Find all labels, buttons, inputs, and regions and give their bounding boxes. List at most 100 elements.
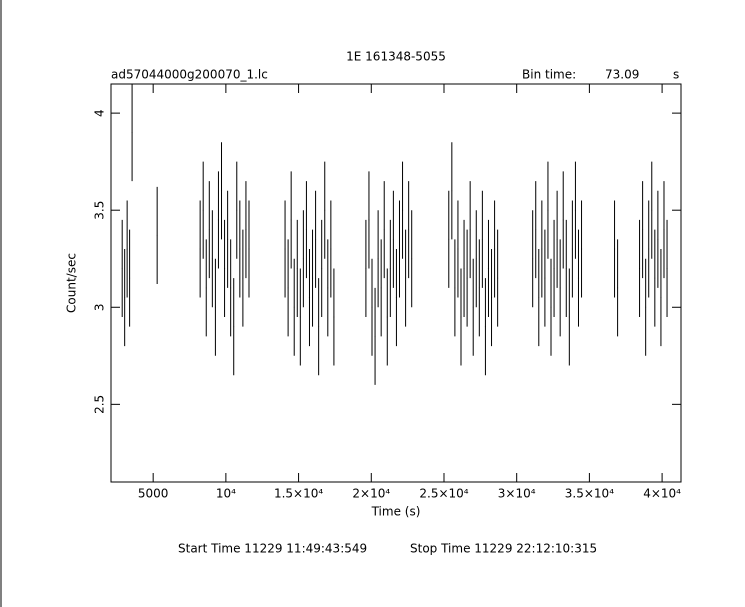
error-bar bbox=[284, 200, 286, 298]
error-bar bbox=[305, 181, 307, 279]
error-bar bbox=[365, 219, 367, 317]
error-bar bbox=[457, 200, 459, 298]
error-bar bbox=[330, 200, 332, 298]
error-bar bbox=[532, 210, 534, 308]
error-bar bbox=[395, 249, 397, 347]
start-time: Start Time 11229 11:49:43:549 bbox=[178, 542, 367, 556]
x-tick-label: 4×10⁴ bbox=[643, 487, 681, 501]
error-bar bbox=[227, 190, 229, 288]
error-bar bbox=[287, 239, 289, 337]
error-bar bbox=[318, 278, 320, 376]
stop-time: Stop Time 11229 22:12:10:315 bbox=[410, 542, 597, 556]
error-bar bbox=[478, 239, 480, 337]
error-bar bbox=[544, 229, 546, 327]
error-bar bbox=[547, 161, 549, 259]
error-bar bbox=[571, 200, 573, 298]
error-bar bbox=[574, 161, 576, 259]
error-bar bbox=[236, 161, 238, 259]
error-bar bbox=[211, 210, 213, 308]
error-bar bbox=[538, 249, 540, 347]
error-bar bbox=[491, 249, 493, 347]
bin-time-label: Bin time: bbox=[522, 68, 576, 82]
error-bar bbox=[224, 219, 226, 317]
error-bar bbox=[324, 161, 326, 259]
error-bar bbox=[248, 200, 250, 298]
error-bar bbox=[550, 258, 552, 356]
error-bar bbox=[383, 181, 385, 279]
y-axis-label: Count/sec bbox=[65, 253, 79, 313]
error-bar bbox=[374, 287, 376, 385]
error-bar bbox=[371, 258, 373, 356]
error-bar bbox=[220, 142, 223, 240]
error-bar bbox=[126, 200, 128, 298]
error-bar bbox=[296, 219, 298, 317]
file-label: ad57044000g200070_1.lc bbox=[111, 68, 268, 82]
error-bar bbox=[402, 161, 404, 259]
plot-frame bbox=[110, 83, 682, 483]
error-bar bbox=[460, 268, 462, 366]
error-bar bbox=[660, 249, 662, 347]
error-bar bbox=[568, 268, 570, 366]
error-bar bbox=[321, 219, 323, 317]
error-bar bbox=[312, 229, 314, 327]
error-bar bbox=[368, 171, 370, 269]
chart-title: 1E 161348-5055 bbox=[346, 50, 446, 64]
error-bar bbox=[577, 229, 580, 327]
x-tick-label: 2.5×10⁴ bbox=[419, 487, 468, 501]
error-bar bbox=[230, 239, 232, 337]
error-bar bbox=[389, 219, 391, 317]
error-bar bbox=[380, 239, 382, 337]
data-layer bbox=[121, 84, 668, 385]
error-bar bbox=[451, 142, 453, 240]
error-bar bbox=[553, 219, 555, 317]
error-bar bbox=[663, 181, 665, 279]
error-bar bbox=[562, 171, 564, 269]
error-bar bbox=[484, 278, 486, 376]
error-bar bbox=[208, 181, 210, 279]
error-bar bbox=[392, 190, 394, 288]
error-bar bbox=[129, 229, 131, 327]
error-bar bbox=[308, 249, 311, 347]
error-bar bbox=[494, 200, 496, 298]
x-tick-label: 3×10⁴ bbox=[498, 487, 536, 501]
error-bar bbox=[290, 171, 292, 269]
x-tick-label: 2×10⁴ bbox=[352, 487, 390, 501]
error-bar bbox=[541, 200, 543, 298]
error-bar bbox=[475, 210, 477, 308]
error-bar bbox=[214, 258, 216, 356]
error-bar bbox=[408, 181, 410, 279]
x-tick-label: 10⁴ bbox=[216, 487, 236, 501]
error-bar bbox=[315, 190, 317, 288]
bin-time: 73.09 bbox=[605, 68, 639, 82]
error-bar bbox=[487, 219, 490, 317]
error-bar bbox=[497, 229, 499, 327]
error-bar bbox=[648, 200, 650, 298]
error-bar bbox=[469, 181, 471, 279]
error-bar bbox=[666, 219, 668, 317]
error-bar bbox=[233, 278, 235, 376]
error-bar bbox=[156, 186, 158, 284]
error-bar bbox=[398, 200, 401, 298]
error-bar bbox=[466, 229, 468, 327]
y-tick-label: 3.5 bbox=[93, 201, 107, 220]
error-bar bbox=[617, 239, 619, 337]
error-bar bbox=[386, 268, 388, 366]
bin-time-unit: s bbox=[673, 68, 679, 82]
error-bar bbox=[535, 181, 537, 279]
error-bar bbox=[481, 190, 483, 288]
error-bar bbox=[327, 239, 329, 337]
error-bar bbox=[302, 210, 304, 308]
error-bar bbox=[293, 258, 295, 356]
y-tick-label: 4 bbox=[93, 109, 107, 117]
x-tick-label: 5000 bbox=[138, 487, 169, 501]
error-bar bbox=[642, 181, 644, 279]
error-bar bbox=[205, 239, 207, 337]
error-bar bbox=[245, 181, 247, 279]
error-bar bbox=[202, 161, 204, 259]
error-bar bbox=[239, 200, 241, 298]
error-bar bbox=[405, 229, 407, 327]
y-tick-label: 3 bbox=[93, 303, 107, 311]
error-bar bbox=[614, 200, 616, 298]
error-bar bbox=[472, 258, 474, 356]
